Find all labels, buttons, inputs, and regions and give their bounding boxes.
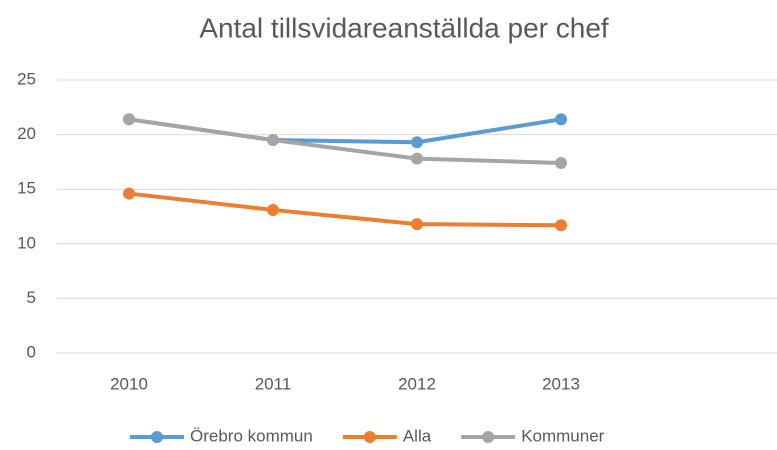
point <box>411 152 423 165</box>
legend-marker <box>482 431 495 443</box>
point <box>267 134 279 147</box>
point <box>555 219 567 232</box>
x-tick-label: 2010 <box>110 374 148 393</box>
series-line <box>127 191 563 228</box>
point <box>411 136 423 149</box>
point <box>267 203 279 216</box>
point <box>411 218 423 231</box>
point <box>555 113 567 126</box>
y-tick-label: 25 <box>17 69 36 88</box>
point <box>123 187 135 200</box>
legend-label: Alla <box>403 426 432 445</box>
legend-marker <box>151 431 163 443</box>
point <box>123 113 135 126</box>
point <box>555 156 567 169</box>
x-tick-label: 2011 <box>255 374 292 393</box>
y-tick-label: 0 <box>27 342 36 361</box>
series-line <box>127 117 563 165</box>
y-tick-label: 5 <box>27 288 36 307</box>
x-tick-label: 2012 <box>398 374 436 393</box>
y-tick-label: 15 <box>17 179 36 198</box>
y-tick-label: 10 <box>17 233 36 252</box>
series-line <box>127 117 563 145</box>
y-tick-label: 20 <box>17 124 36 143</box>
legend-label: Örebro kommun <box>190 426 313 445</box>
x-tick-label: 2013 <box>542 374 580 393</box>
chart-title: Antal tillsvidareanställda per chef <box>199 12 609 43</box>
legend-marker <box>363 431 376 443</box>
legend-label: Kommuner <box>521 426 604 445</box>
